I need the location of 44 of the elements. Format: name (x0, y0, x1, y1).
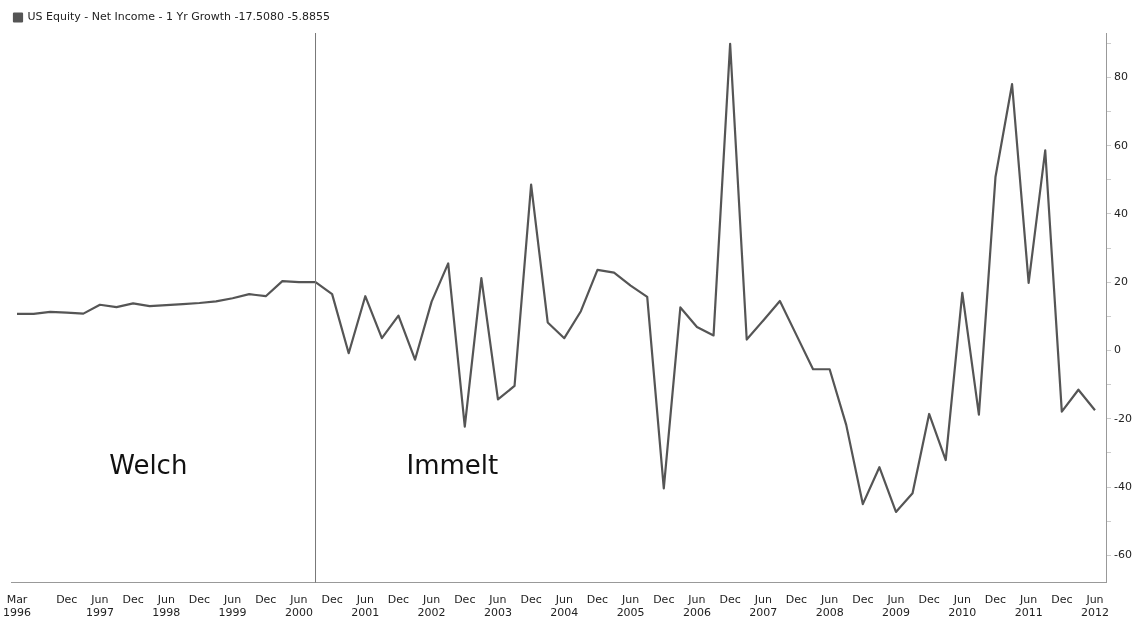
x-tick-label: Dec (852, 593, 874, 607)
x-tick-label: Mar 1996 (3, 593, 32, 620)
x-tick-label: Dec (188, 593, 211, 607)
x-tick-label: Dec (255, 593, 277, 607)
x-tick-label: Dec (586, 593, 609, 607)
x-tick-label: Jun 2001 (351, 593, 380, 620)
x-tick-label: Dec (918, 593, 940, 607)
x-tick-label: Jun 2000 (284, 593, 313, 620)
x-tick-label: Jun 2009 (881, 593, 910, 620)
y-tick-label: -20 (1114, 411, 1132, 425)
annotation: Immelt (406, 449, 499, 480)
y-tick-label: 0 (1114, 343, 1122, 357)
y-tick-label: 80 (1114, 70, 1129, 84)
x-tick-label: Jun 2007 (749, 593, 778, 620)
x-tick-label: Dec (719, 593, 741, 607)
x-tick-label: Dec (984, 593, 1007, 607)
x-tick-label: Dec (653, 593, 675, 607)
x-tick-label: Dec (56, 593, 78, 607)
y-tick-label: 20 (1114, 275, 1129, 289)
x-tick-label: Dec (321, 593, 343, 607)
x-tick-label: Dec (387, 593, 410, 607)
y-tick-label: -40 (1114, 479, 1132, 493)
x-tick-label: Dec (520, 593, 542, 607)
x-tick-label: Jun 2004 (550, 593, 579, 620)
x-tick-label: Jun 2010 (948, 593, 977, 620)
x-tick-label: Dec (785, 593, 808, 607)
annotation: Welch (109, 449, 188, 480)
x-tick-label: Dec (454, 593, 476, 607)
x-tick-label: Jun 2012 (1080, 593, 1109, 620)
x-tick-label: Jun 1997 (85, 593, 114, 620)
x-tick-label: Jun 1998 (152, 593, 181, 620)
y-tick-label: -60 (1114, 548, 1132, 562)
x-tick-label: Dec (1051, 593, 1073, 607)
x-tick-label: Jun 2011 (1014, 593, 1043, 620)
y-tick-label: 60 (1114, 138, 1129, 152)
legend-label: US Equity - Net Income - 1 Yr Growth -17.5080 -5.8855 (27, 10, 330, 24)
x-tick-label: Jun 2005 (616, 593, 645, 620)
x-tick-label: Jun 2002 (417, 593, 446, 620)
x-tick-label: Jun 2006 (682, 593, 711, 620)
x-tick-label: Jun 1999 (218, 593, 247, 620)
x-tick-label: Dec (122, 593, 144, 607)
y-tick-label: 40 (1114, 206, 1129, 220)
x-tick-label: Jun 2003 (483, 593, 512, 620)
x-tick-label: Jun 2008 (815, 593, 844, 620)
